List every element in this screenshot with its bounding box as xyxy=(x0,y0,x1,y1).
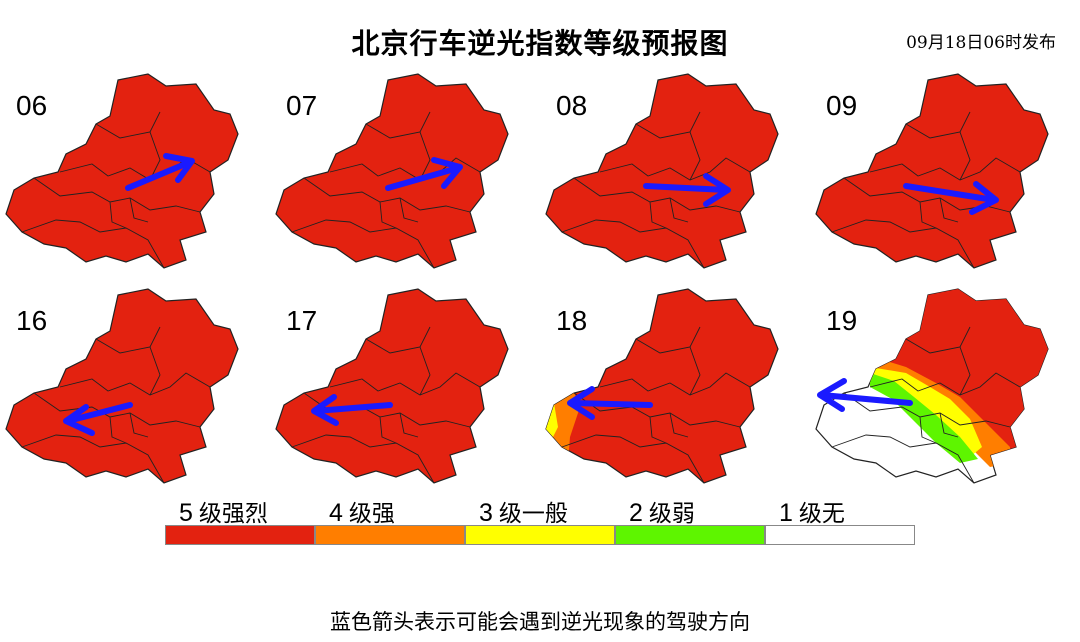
beijing-map xyxy=(545,288,779,484)
legend-level-number: 5 xyxy=(179,499,193,527)
hour-label: 09 xyxy=(826,90,858,121)
forecast-panel-18: 18 xyxy=(540,287,795,487)
legend-item-level-4: 4 级强 xyxy=(315,492,465,548)
legend-swatch-level-3 xyxy=(465,525,615,545)
forecast-panel-09: 09 xyxy=(810,72,1065,272)
hour-label: 07 xyxy=(286,90,318,121)
beijing-map xyxy=(275,73,509,269)
backlight-direction-arrow xyxy=(125,153,195,191)
hour-label: 19 xyxy=(826,305,858,336)
legend-swatch-level-5 xyxy=(165,525,315,545)
forecast-panel-06: 06 xyxy=(0,72,255,272)
hour-label: 06 xyxy=(16,90,48,121)
hour-label: 18 xyxy=(556,305,588,336)
beijing-map xyxy=(5,73,239,269)
backlight-direction-arrow xyxy=(903,181,999,215)
legend-item-level-3: 3 级一般 xyxy=(465,492,615,548)
legend-level-text: 级一般 xyxy=(498,501,568,527)
legend-item-level-1: 1 级无 xyxy=(765,492,915,548)
hour-label: 16 xyxy=(16,305,48,336)
forecast-panel-07: 07 xyxy=(270,72,525,272)
forecast-panel-16: 16 xyxy=(0,287,255,487)
hour-label: 08 xyxy=(556,90,588,121)
legend-item-level-5: 5 级强烈 xyxy=(165,492,315,548)
legend-swatch-level-1 xyxy=(765,525,915,545)
legend-item-level-2: 2 级弱 xyxy=(615,492,765,548)
forecast-panel-19: 19 xyxy=(810,287,1065,487)
beijing-map xyxy=(275,288,509,484)
beijing-map xyxy=(815,288,1049,484)
level-legend: 5 级强烈 4 级强 3 级一般 2 级弱 1 级无 xyxy=(165,492,915,548)
legend-level-text: 级无 xyxy=(798,501,845,527)
beijing-map xyxy=(815,73,1049,269)
beijing-map xyxy=(545,73,779,269)
legend-level-text: 级弱 xyxy=(648,501,695,527)
legend-level-number: 4 xyxy=(329,499,343,527)
backlight-direction-arrow xyxy=(817,378,913,412)
legend-level-number: 3 xyxy=(479,499,493,527)
map-title: 北京行车逆光指数等级预报图 xyxy=(351,27,729,60)
legend-level-text: 级强烈 xyxy=(198,501,268,527)
legend-level-number: 1 xyxy=(779,499,793,527)
backlight-direction-arrow xyxy=(567,386,653,420)
issue-time: 09月18日06时发布 xyxy=(906,33,1056,53)
forecast-panel-08: 08 xyxy=(540,72,795,272)
backlight-direction-arrow xyxy=(63,402,133,436)
backlight-direction-arrow xyxy=(311,394,393,426)
arrow-explanation-note: 蓝色箭头表示可能会遇到逆光现象的驾驶方向 xyxy=(330,610,750,634)
beijing-map xyxy=(5,288,239,484)
hour-label: 17 xyxy=(286,305,318,336)
legend-swatch-level-2 xyxy=(615,525,765,545)
legend-level-text: 级强 xyxy=(348,501,395,527)
forecast-panel-17: 17 xyxy=(270,287,525,487)
backlight-direction-arrow xyxy=(643,173,731,207)
backlight-direction-arrow xyxy=(385,157,463,191)
legend-swatch-level-4 xyxy=(315,525,465,545)
legend-level-number: 2 xyxy=(629,499,643,527)
